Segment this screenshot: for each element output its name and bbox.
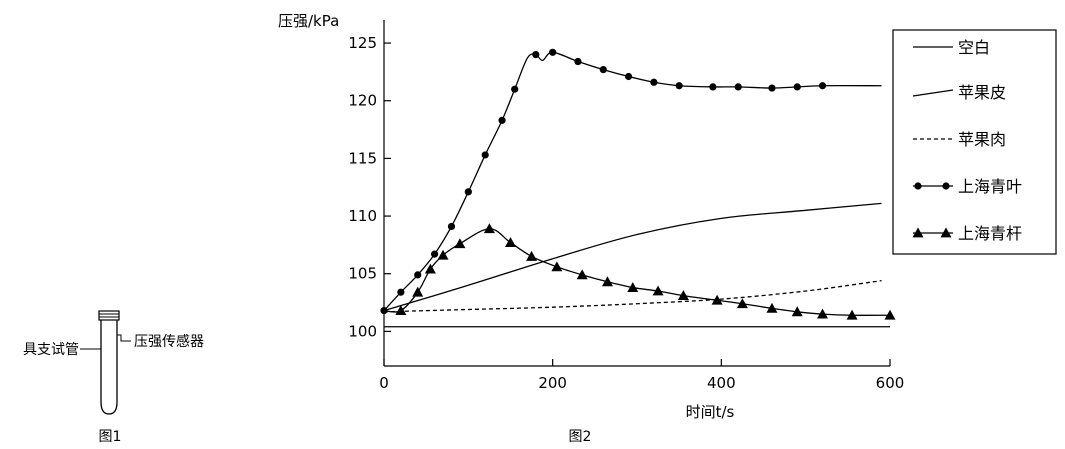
circle-marker bbox=[498, 116, 506, 124]
x-tick-label: 400 bbox=[707, 374, 736, 392]
legend-item: 上海青叶 bbox=[913, 177, 1022, 196]
triangle-marker bbox=[912, 227, 924, 238]
triangle-marker bbox=[412, 286, 424, 297]
triangle-marker bbox=[736, 298, 748, 309]
series-4 bbox=[380, 48, 882, 315]
series-2 bbox=[383, 202, 882, 312]
y-tick-label: 105 bbox=[348, 265, 377, 283]
legend-item: 苹果肉 bbox=[913, 130, 1006, 149]
circle-marker bbox=[914, 182, 922, 190]
circle-marker bbox=[511, 85, 519, 93]
x-tick-label: 600 bbox=[876, 374, 905, 392]
circle-marker bbox=[818, 82, 827, 90]
figure1-caption: 图1 bbox=[99, 429, 122, 445]
circle-marker bbox=[532, 51, 540, 59]
x-tick-label: 0 bbox=[379, 374, 389, 392]
x-axis-label: 时间t/s bbox=[686, 403, 735, 421]
stopper-icon bbox=[98, 310, 120, 321]
circle-marker bbox=[447, 222, 456, 231]
tube-label: 具支试管 bbox=[23, 342, 79, 358]
triangle-marker bbox=[395, 305, 407, 316]
legend-label: 苹果肉 bbox=[958, 130, 1006, 149]
series-line bbox=[383, 228, 891, 316]
series-layer bbox=[380, 48, 896, 328]
triangle-marker bbox=[505, 237, 516, 247]
triangle-marker bbox=[677, 290, 689, 301]
circle-marker bbox=[549, 48, 557, 56]
triangle-marker bbox=[711, 294, 723, 305]
sensor-leader-line bbox=[117, 334, 131, 342]
circle-marker bbox=[650, 78, 658, 86]
triangle-marker bbox=[424, 263, 436, 274]
series-5 bbox=[383, 223, 896, 320]
triangle-marker bbox=[884, 309, 896, 320]
triangle-marker bbox=[817, 308, 829, 319]
legend-label: 苹果皮 bbox=[958, 83, 1006, 102]
circle-marker bbox=[574, 57, 582, 66]
legend-item: 上海青杆 bbox=[912, 224, 1022, 243]
triangle-marker bbox=[601, 276, 613, 287]
y-tick-label: 115 bbox=[348, 149, 377, 167]
series-3 bbox=[383, 280, 882, 313]
triangle-marker bbox=[576, 269, 588, 280]
test-tube-icon bbox=[100, 320, 118, 415]
circle-marker bbox=[481, 151, 489, 159]
legend-item: 苹果皮 bbox=[912, 83, 1006, 102]
y-tick-label: 110 bbox=[348, 207, 377, 225]
circle-marker bbox=[397, 288, 405, 296]
triangle-marker bbox=[437, 249, 449, 260]
circle-marker bbox=[942, 182, 950, 190]
figure1-apparatus: 具支试管 压强传感器 图1 bbox=[23, 310, 204, 445]
circle-marker bbox=[431, 250, 439, 258]
circle-marker bbox=[599, 65, 607, 74]
circle-marker bbox=[675, 82, 683, 90]
y-tick-label: 100 bbox=[348, 322, 377, 340]
y-tick-label: 120 bbox=[348, 92, 377, 110]
legend-label: 上海青叶 bbox=[958, 177, 1022, 196]
triangle-marker bbox=[791, 306, 803, 317]
triangle-marker bbox=[454, 238, 466, 249]
triangle-marker bbox=[627, 282, 639, 292]
legend-box bbox=[892, 29, 1057, 255]
series-line bbox=[383, 202, 882, 312]
triangle-marker bbox=[846, 309, 858, 320]
circle-marker bbox=[464, 188, 472, 196]
triangle-marker bbox=[652, 285, 664, 296]
legend-label: 上海青杆 bbox=[958, 224, 1022, 243]
y-tick-label: 125 bbox=[348, 34, 377, 52]
circle-marker bbox=[768, 84, 776, 92]
triangle-marker bbox=[551, 261, 563, 272]
circle-marker bbox=[624, 72, 633, 81]
triangle-marker bbox=[940, 227, 952, 238]
circle-marker bbox=[709, 83, 717, 91]
triangle-marker bbox=[483, 223, 495, 234]
y-axis-label: 压强/kPa bbox=[278, 12, 339, 30]
triangle-marker bbox=[526, 250, 538, 261]
series-line bbox=[383, 51, 882, 312]
circle-marker bbox=[734, 83, 742, 91]
sensor-label: 压强传感器 bbox=[134, 333, 204, 350]
series-line bbox=[383, 280, 882, 313]
x-tick-label: 200 bbox=[538, 374, 567, 392]
circle-marker bbox=[793, 83, 801, 91]
x-tick-group: 0 200 400 600 bbox=[379, 359, 904, 392]
y-tick-group: 100 105 110 115 120 125 bbox=[348, 34, 391, 340]
triangle-marker bbox=[766, 302, 778, 313]
chart: 压强/kPa 时间t/s 图2 100 105 110 115 120 125 0 200 4… bbox=[278, 12, 1057, 445]
legend-swatch bbox=[912, 89, 954, 97]
circle-marker bbox=[414, 271, 422, 279]
figure2-caption: 图2 bbox=[569, 429, 592, 445]
legend-label: 空白 bbox=[958, 38, 990, 57]
legend-item: 空白 bbox=[913, 38, 990, 57]
